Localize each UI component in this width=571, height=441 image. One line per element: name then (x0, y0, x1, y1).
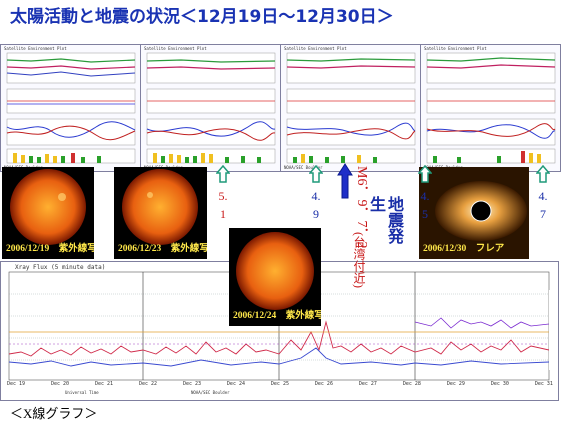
sun-disk (229, 228, 321, 326)
magnitude-line2: 9 (313, 207, 319, 221)
goes-panel-2: Satellite Environment Plot NOAA/SEC Boul… (140, 44, 281, 172)
day-tick: Dec 23 (182, 381, 201, 387)
goes-panel-header: Satellite Environment Plot (4, 46, 67, 51)
goes-panel-header: Satellite Environment Plot (424, 46, 487, 51)
goes-panel-footer: NOAA/SEC Boulder (284, 165, 323, 170)
goes-panel-header: Satellite Environment Plot (284, 46, 347, 51)
day-tick: Dec 27 (358, 381, 377, 387)
day-tick: Dec 22 (138, 381, 158, 387)
magnitude-line1: 4. (311, 189, 321, 203)
sun-caption: 2006/12/24 紫外線写真 (233, 311, 321, 321)
xray-footer: NOAA/SEC Boulder (191, 390, 230, 395)
page-title: 太陽活動と地震の状況＜12月19日～12月30日＞ (10, 7, 394, 27)
sun-image-1224: 2006/12/24 紫外線写真 (229, 228, 321, 326)
day-tick: Dec 19 (7, 381, 26, 387)
corona-image (419, 167, 529, 259)
day-tick: Dec 28 (402, 381, 421, 387)
goes-panel-1: Satellite Environment Plot NOAA/SEC Boul… (0, 44, 141, 172)
annotation-1: 5. 1 (215, 164, 231, 223)
quake-place: (台湾付近) (352, 232, 366, 288)
up-arrow-icon (308, 164, 324, 183)
magnitude-line2: 1 (220, 207, 226, 221)
up-arrow-icon (215, 164, 231, 183)
day-tick: Dec 25 (270, 381, 289, 387)
up-arrow-icon (535, 164, 551, 183)
magnitude-line1: 4. (420, 189, 430, 203)
day-tick: Dec 20 (50, 381, 70, 387)
sun-disk (2, 167, 94, 259)
annotation-3: 4. 5 (417, 164, 433, 223)
goes-panel-plot (426, 52, 556, 164)
xray-graph-label: ＜X線グラフ＞ (10, 406, 98, 421)
sun-disk (114, 167, 207, 259)
day-tick: Dec 21 (94, 381, 114, 387)
annotation-4: 4. 7 (535, 164, 551, 223)
sun-image-1219: 2006/12/19 紫外線写真 (2, 167, 94, 259)
goes-panel-plot (6, 52, 136, 164)
sun-caption: 2006/12/30 フレア (423, 244, 505, 254)
quake-magnitude: M6．9．7．2 (354, 166, 369, 249)
quake-label: 地震発生 (367, 196, 402, 244)
sun-image-1230-flare: 2006/12/30 フレア (419, 167, 529, 259)
up-arrow-icon (337, 163, 353, 199)
magnitude-line2: 7 (540, 207, 546, 221)
xray-time-label: Universal Time (65, 390, 99, 395)
sun-image-1223: 2006/12/23 紫外線写真 (114, 167, 207, 259)
xray-header: Xray Flux (5 minute data) (15, 264, 106, 271)
day-tick: Dec 31 (534, 381, 553, 387)
day-tick: Dec 26 (314, 381, 333, 387)
goes-panel-4: Satellite Environment Plot NOAA/SEC Boul… (420, 44, 561, 172)
day-tick: Dec 30 (490, 381, 509, 387)
sun-caption: 2006/12/19 紫外線写真 (6, 244, 94, 254)
xray-day-axis: Dec 19 Dec 20 Dec 21 Dec 22 Dec 23 Dec 2… (7, 381, 553, 389)
annotation-2: 4. 9 (308, 164, 324, 223)
goes-panel-3: Satellite Environment Plot NOAA/SEC Boul… (280, 44, 421, 172)
day-tick: Dec 29 (446, 381, 465, 387)
annotation-quake-arrow (337, 163, 353, 203)
up-arrow-icon (417, 164, 433, 183)
goes-panel-plot (286, 52, 416, 164)
sun-caption: 2006/12/23 紫外線写真 (118, 244, 207, 254)
magnitude-line2: 5 (422, 207, 428, 221)
day-tick: Dec 24 (226, 381, 245, 387)
goes-panel-header: Satellite Environment Plot (144, 46, 207, 51)
magnitude-line1: 5. (218, 189, 228, 203)
magnitude-line1: 4. (538, 189, 548, 203)
goes-panel-plot (146, 52, 276, 164)
